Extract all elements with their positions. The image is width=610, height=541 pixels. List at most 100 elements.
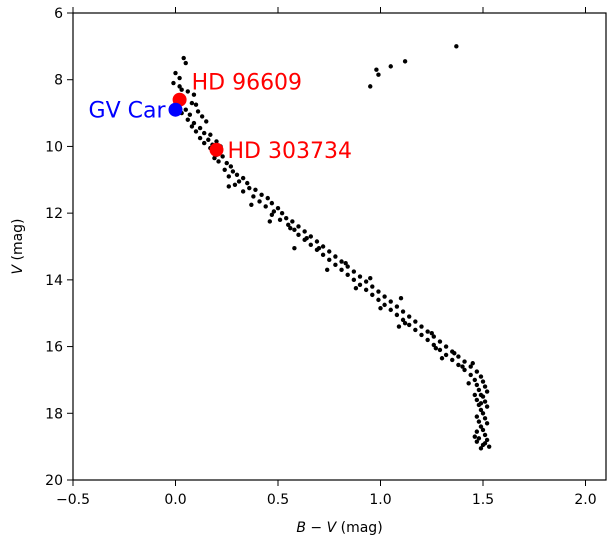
data-point xyxy=(286,222,291,228)
y-axis-label-part: (mag) xyxy=(10,218,26,264)
y-tick-label: 6 xyxy=(54,6,63,22)
data-point xyxy=(396,324,402,329)
data-point xyxy=(197,125,203,131)
data-point xyxy=(443,352,449,358)
data-point xyxy=(388,299,393,304)
data-point xyxy=(320,252,326,258)
data-point xyxy=(224,160,229,166)
y-tick-label: 10 xyxy=(45,139,63,155)
data-point xyxy=(462,367,467,373)
data-point xyxy=(220,154,225,159)
data-point xyxy=(320,244,326,249)
data-point xyxy=(456,362,461,368)
data-point xyxy=(296,224,301,229)
highlighted-star-marker xyxy=(168,102,183,117)
data-point xyxy=(419,324,424,329)
data-point xyxy=(308,242,313,248)
data-point xyxy=(199,114,205,119)
data-point xyxy=(284,215,289,221)
data-point xyxy=(472,392,477,398)
data-point xyxy=(214,139,219,144)
data-point xyxy=(173,70,178,76)
data-point xyxy=(419,332,424,338)
data-point xyxy=(482,441,488,446)
star-annotation-label: HD 96609 xyxy=(192,71,302,96)
data-point xyxy=(413,327,418,333)
y-axis-label-part: V xyxy=(10,264,26,275)
data-point xyxy=(474,414,480,419)
data-point xyxy=(183,60,188,66)
data-point xyxy=(193,102,199,107)
data-point xyxy=(482,416,488,421)
data-point xyxy=(292,227,297,233)
data-point xyxy=(474,439,480,444)
data-point xyxy=(370,292,375,298)
data-point xyxy=(257,199,262,204)
data-point xyxy=(376,289,381,294)
data-point xyxy=(263,204,268,209)
data-point xyxy=(482,384,488,389)
data-point xyxy=(476,387,482,393)
data-point xyxy=(327,257,332,263)
data-point xyxy=(400,317,406,323)
data-point xyxy=(345,264,350,269)
data-point xyxy=(202,140,207,146)
y-tick-label: 12 xyxy=(45,206,63,222)
data-point xyxy=(480,379,486,384)
data-point xyxy=(345,272,350,278)
x-axis-label-part: B xyxy=(296,520,306,536)
data-point xyxy=(382,302,387,308)
data-point xyxy=(370,284,375,289)
data-point xyxy=(325,267,330,273)
data-point xyxy=(339,259,344,264)
data-point xyxy=(425,329,430,334)
data-point xyxy=(454,44,459,49)
data-point xyxy=(253,187,258,192)
y-tick-label: 16 xyxy=(45,340,63,356)
data-point xyxy=(314,239,320,244)
data-point xyxy=(484,437,490,443)
data-point xyxy=(407,322,412,328)
data-point xyxy=(433,346,439,351)
data-point xyxy=(247,185,252,191)
y-tick-label: 8 xyxy=(54,73,63,89)
data-point xyxy=(431,342,436,348)
data-point xyxy=(226,184,231,189)
data-point xyxy=(259,192,264,197)
data-point xyxy=(480,427,486,433)
y-tick-label: 14 xyxy=(45,273,63,289)
data-point xyxy=(230,169,236,174)
x-axis-label-part: − xyxy=(306,520,327,536)
data-point xyxy=(249,202,254,208)
data-point xyxy=(353,285,359,291)
data-point xyxy=(431,334,436,339)
data-point xyxy=(179,87,184,92)
data-point xyxy=(402,321,408,326)
data-point xyxy=(474,382,480,388)
data-point xyxy=(187,112,193,117)
data-point xyxy=(357,282,363,288)
data-point xyxy=(478,407,484,413)
data-point xyxy=(189,124,195,129)
data-point xyxy=(478,401,484,406)
data-point xyxy=(480,411,486,416)
data-point xyxy=(185,89,190,94)
data-point xyxy=(476,436,482,441)
data-point xyxy=(466,381,471,386)
data-point xyxy=(236,179,242,184)
star-annotation-label: HD 303734 xyxy=(228,139,352,164)
data-point xyxy=(339,267,344,273)
y-tick-label: 20 xyxy=(45,473,63,489)
data-point xyxy=(302,229,307,234)
data-point xyxy=(484,421,490,426)
data-point xyxy=(208,132,213,137)
x-tick-label: 1.0 xyxy=(369,492,391,508)
data-point xyxy=(382,294,387,299)
data-point xyxy=(470,361,475,366)
data-point xyxy=(265,195,270,201)
data-point xyxy=(474,369,480,374)
data-point xyxy=(482,399,488,404)
data-point xyxy=(363,279,369,284)
data-point xyxy=(296,232,301,238)
